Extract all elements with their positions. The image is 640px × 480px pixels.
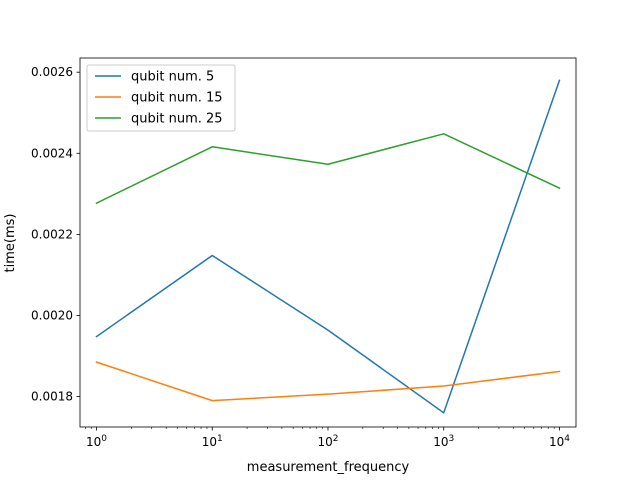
legend: qubit num. 5 qubit num. 15 qubit num. 25	[86, 64, 236, 132]
legend-entries: qubit num. 5 qubit num. 15 qubit num. 25	[95, 70, 223, 127]
y-tick-label: 0.0024	[31, 146, 73, 160]
y-tick-label: 0.0020	[31, 308, 73, 322]
series-layer	[95, 79, 561, 414]
y-tick-label: 0.0026	[31, 65, 73, 79]
x-tick-label: 103	[433, 434, 454, 449]
series-line-2	[95, 361, 561, 402]
series-line-1	[95, 79, 561, 414]
x-tick-label: 102	[317, 434, 338, 449]
x-axis-ticks: 100 101 102 103 104	[84, 427, 570, 449]
x-tick-label: 104	[549, 434, 570, 449]
x-tick-label: 100	[86, 434, 107, 449]
legend-label-3: qubit num. 25	[131, 112, 223, 127]
x-tick-label: 101	[202, 434, 223, 449]
plot-frame	[79, 57, 577, 428]
y-tick-label: 0.0018	[31, 390, 73, 404]
legend-label-1: qubit num. 5	[131, 70, 214, 85]
y-axis-label: time(ms)	[3, 214, 18, 273]
x-axis-label: measurement_frequency	[247, 460, 410, 475]
series-line-3	[95, 133, 561, 205]
legend-box	[86, 64, 236, 132]
y-tick-label: 0.0022	[31, 227, 73, 241]
legend-label-2: qubit num. 15	[131, 91, 223, 106]
y-axis-ticks: 0.0018 0.0020 0.0022 0.0024 0.0026	[31, 65, 80, 404]
